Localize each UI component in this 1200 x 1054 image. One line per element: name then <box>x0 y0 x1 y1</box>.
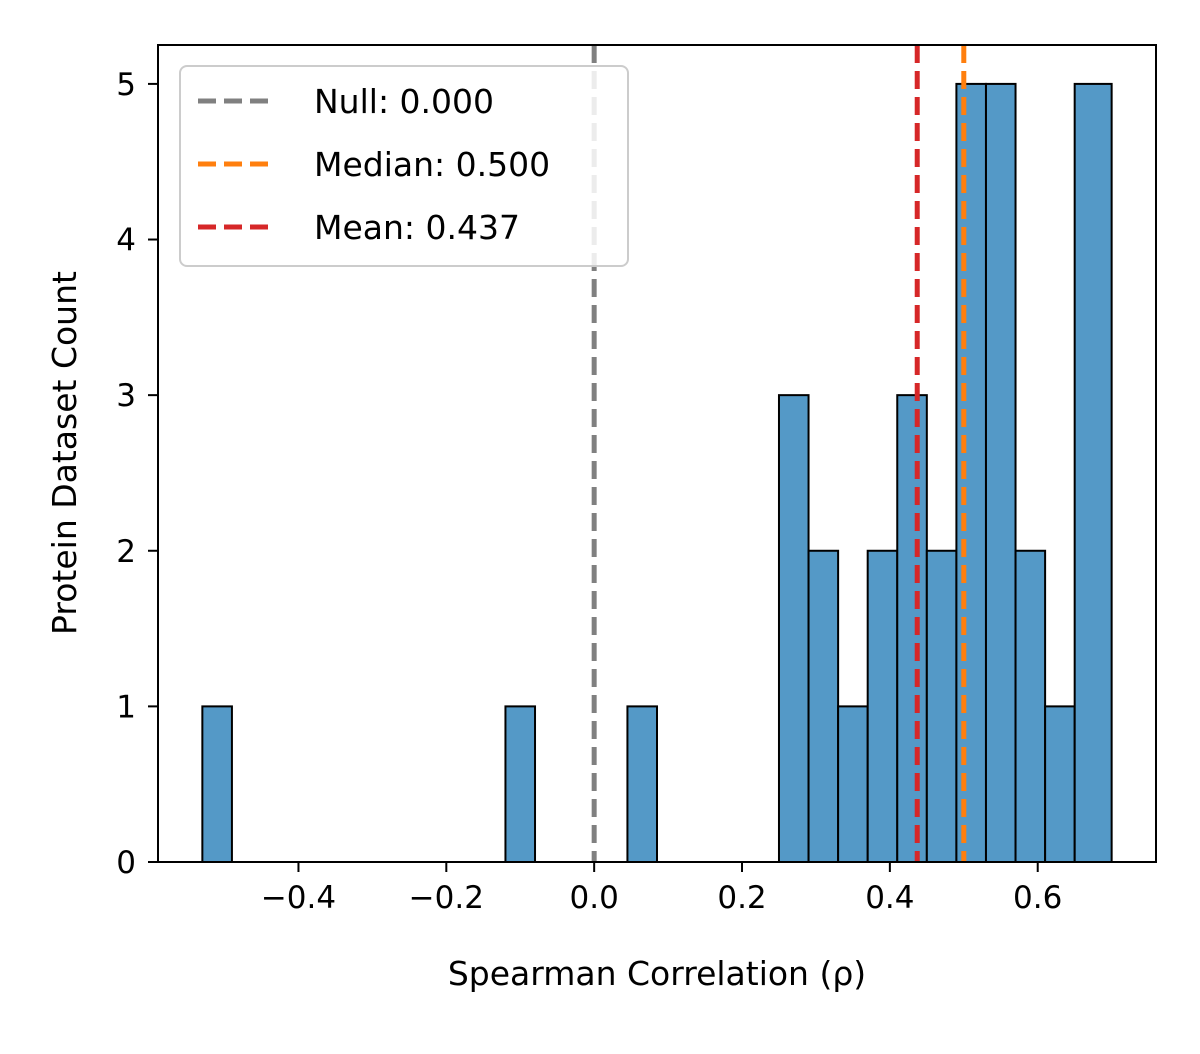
histogram-bar-2 <box>626 705 658 864</box>
histogram-bar-10 <box>984 82 1017 863</box>
y-tick-label-2: 2 <box>116 534 136 570</box>
x-axis-label: Spearman Correlation (ρ) <box>448 954 866 993</box>
histogram-bar-4 <box>807 549 840 863</box>
y-tick-label-0: 0 <box>116 845 136 881</box>
histogram-bar-12 <box>1044 705 1076 864</box>
histogram-bar-7 <box>896 394 928 863</box>
histogram-bar-0 <box>201 705 233 864</box>
bars-layer <box>201 82 1113 864</box>
legend-frame <box>179 65 629 267</box>
y-axis: 0 1 2 3 4 5 <box>116 67 158 881</box>
x-tick-label-5: 0.6 <box>1013 880 1062 916</box>
legend-label-1: Median: 0.500 <box>314 145 550 184</box>
x-tick-label-0: −0.4 <box>261 880 336 916</box>
x-tick-label-1: −0.2 <box>409 880 484 916</box>
y-tick-label-5: 5 <box>116 67 136 103</box>
y-axis-label: Protein Dataset Count <box>45 271 84 635</box>
histogram-bar-13 <box>1073 82 1113 863</box>
x-tick-label-3: 0.2 <box>717 880 766 916</box>
x-tick-label-4: 0.4 <box>865 880 914 916</box>
histogram-bar-6 <box>866 549 899 863</box>
histogram-bar-5 <box>837 705 869 864</box>
histogram-bar-1 <box>504 705 537 864</box>
histogram-bar-9 <box>955 82 987 863</box>
histogram-bar-3 <box>777 394 810 863</box>
x-axis: −0.4 −0.2 0.0 0.2 0.4 0.6 <box>261 862 1062 916</box>
plot-frame <box>157 44 1157 863</box>
y-tick-label-1: 1 <box>116 689 136 725</box>
legend: Null: 0.000 Median: 0.500 Mean: 0.437 <box>179 65 629 267</box>
x-tick-label-2: 0.0 <box>570 880 619 916</box>
y-tick-label-3: 3 <box>116 378 136 414</box>
histogram-bar-8 <box>925 549 958 863</box>
legend-label-2: Mean: 0.437 <box>314 208 520 247</box>
legend-label-0: Null: 0.000 <box>314 82 494 121</box>
y-tick-label-4: 4 <box>116 223 136 259</box>
histogram-bar-11 <box>1014 549 1047 863</box>
